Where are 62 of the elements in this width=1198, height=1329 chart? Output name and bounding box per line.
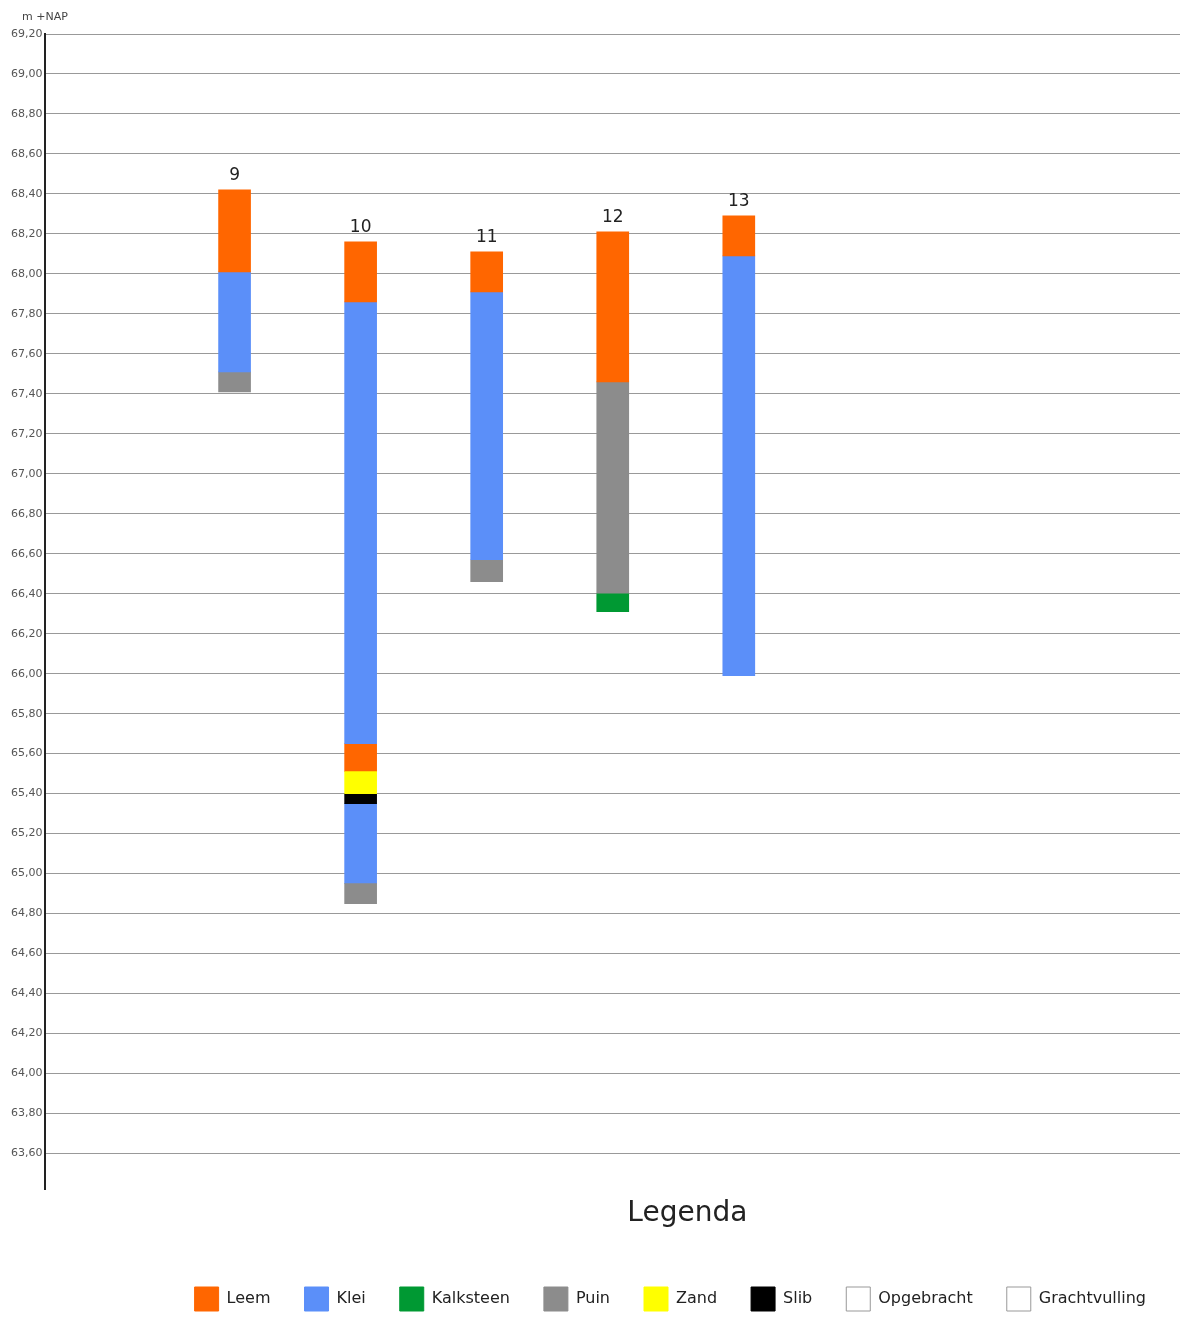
y-tick-label: 64,20 bbox=[10, 1026, 43, 1040]
y-tick-label: 64,00 bbox=[10, 1066, 43, 1080]
y-tick-label: 69,20 bbox=[10, 26, 43, 40]
bar bbox=[596, 231, 630, 383]
legend-label: Slib bbox=[783, 1288, 813, 1308]
x-tick-label: 11 bbox=[475, 225, 498, 246]
y-tick-label: 67,00 bbox=[10, 466, 43, 480]
bar bbox=[470, 291, 504, 561]
bar bbox=[344, 803, 377, 884]
legend-label: Opgebracht bbox=[878, 1288, 973, 1308]
y-tick-label: 65,00 bbox=[10, 866, 43, 880]
x-tick-label: 13 bbox=[727, 189, 750, 210]
y-tick-label: 65,40 bbox=[10, 786, 43, 800]
y-tick-label: 65,60 bbox=[10, 746, 43, 760]
x-tick-label: 9 bbox=[229, 163, 240, 184]
legend-label: Klei bbox=[336, 1288, 366, 1308]
legend-label: Leem bbox=[226, 1288, 271, 1308]
legend-label: Zand bbox=[676, 1288, 718, 1308]
y-tick-label: 64,40 bbox=[10, 986, 43, 1000]
y-tick-label: 67,60 bbox=[10, 346, 43, 360]
y-tick-label: 66,20 bbox=[10, 626, 43, 640]
bar bbox=[218, 189, 251, 273]
bar bbox=[344, 883, 377, 904]
bar bbox=[344, 793, 377, 804]
y-tick-label: 67,80 bbox=[10, 306, 43, 320]
bar bbox=[218, 371, 251, 393]
y-tick-label: 64,80 bbox=[10, 906, 43, 920]
y-tick-label: 68,40 bbox=[10, 186, 43, 200]
y-axis-title: m +NAP bbox=[22, 10, 69, 24]
bar bbox=[596, 593, 630, 613]
y-tick-label: 68,00 bbox=[10, 266, 43, 280]
bar bbox=[470, 559, 504, 583]
y-tick-label: 65,80 bbox=[10, 706, 43, 720]
y-tick-label: 63,60 bbox=[10, 1146, 43, 1160]
y-tick-label: 65,20 bbox=[10, 826, 43, 840]
y-tick-label: 69,00 bbox=[10, 66, 43, 80]
y-tick-label: 67,40 bbox=[10, 386, 43, 400]
bar bbox=[344, 743, 377, 772]
y-tick-label: 68,80 bbox=[10, 106, 43, 120]
legend-label: Puin bbox=[575, 1288, 610, 1308]
legend-label: Kalksteen bbox=[431, 1288, 510, 1308]
legend-label: Grachtvulling bbox=[1038, 1288, 1146, 1308]
y-tick-label: 68,20 bbox=[10, 226, 43, 240]
y-tick-label: 66,00 bbox=[10, 666, 43, 680]
bar bbox=[344, 771, 377, 794]
bar bbox=[470, 251, 504, 293]
bar bbox=[596, 381, 630, 595]
bar bbox=[218, 271, 251, 373]
y-tick-label: 63,80 bbox=[10, 1106, 43, 1120]
bar bbox=[344, 301, 377, 744]
legend-title: Legenda bbox=[627, 1194, 748, 1228]
bar bbox=[722, 215, 756, 257]
y-tick-label: 66,40 bbox=[10, 586, 43, 600]
y-tick-label: 68,60 bbox=[10, 146, 43, 160]
bar bbox=[722, 255, 756, 676]
y-tick-label: 64,60 bbox=[10, 946, 43, 960]
x-tick-label: 10 bbox=[349, 215, 372, 236]
x-tick-label: 12 bbox=[601, 205, 624, 226]
y-tick-label: 66,80 bbox=[10, 506, 43, 520]
y-tick-label: 66,60 bbox=[10, 546, 43, 560]
y-tick-label: 67,20 bbox=[10, 426, 43, 440]
bar bbox=[344, 241, 377, 303]
